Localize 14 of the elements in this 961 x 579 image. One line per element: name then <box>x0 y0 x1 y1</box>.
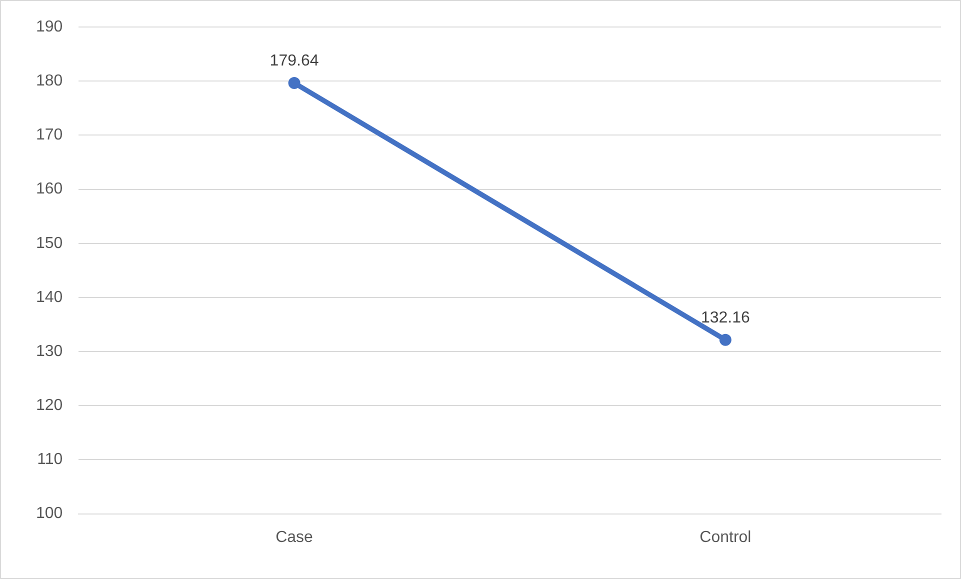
y-tick-label: 190 <box>36 18 63 36</box>
data-label: 179.64 <box>270 52 319 70</box>
y-tick-label: 100 <box>36 505 63 522</box>
y-tick-label: 170 <box>36 126 63 144</box>
y-tick-label: 150 <box>36 234 63 252</box>
y-tick-label: 130 <box>36 342 63 360</box>
y-tick-label: 120 <box>36 397 63 414</box>
y-tick-label: 140 <box>36 288 63 306</box>
x-tick-label: Control <box>700 528 752 546</box>
y-tick-label: 110 <box>37 451 63 468</box>
x-tick-label: Case <box>276 528 314 546</box>
y-tick-label: 180 <box>36 72 63 90</box>
data-label: 132.16 <box>700 309 750 326</box>
y-tick-label: 160 <box>36 180 63 198</box>
